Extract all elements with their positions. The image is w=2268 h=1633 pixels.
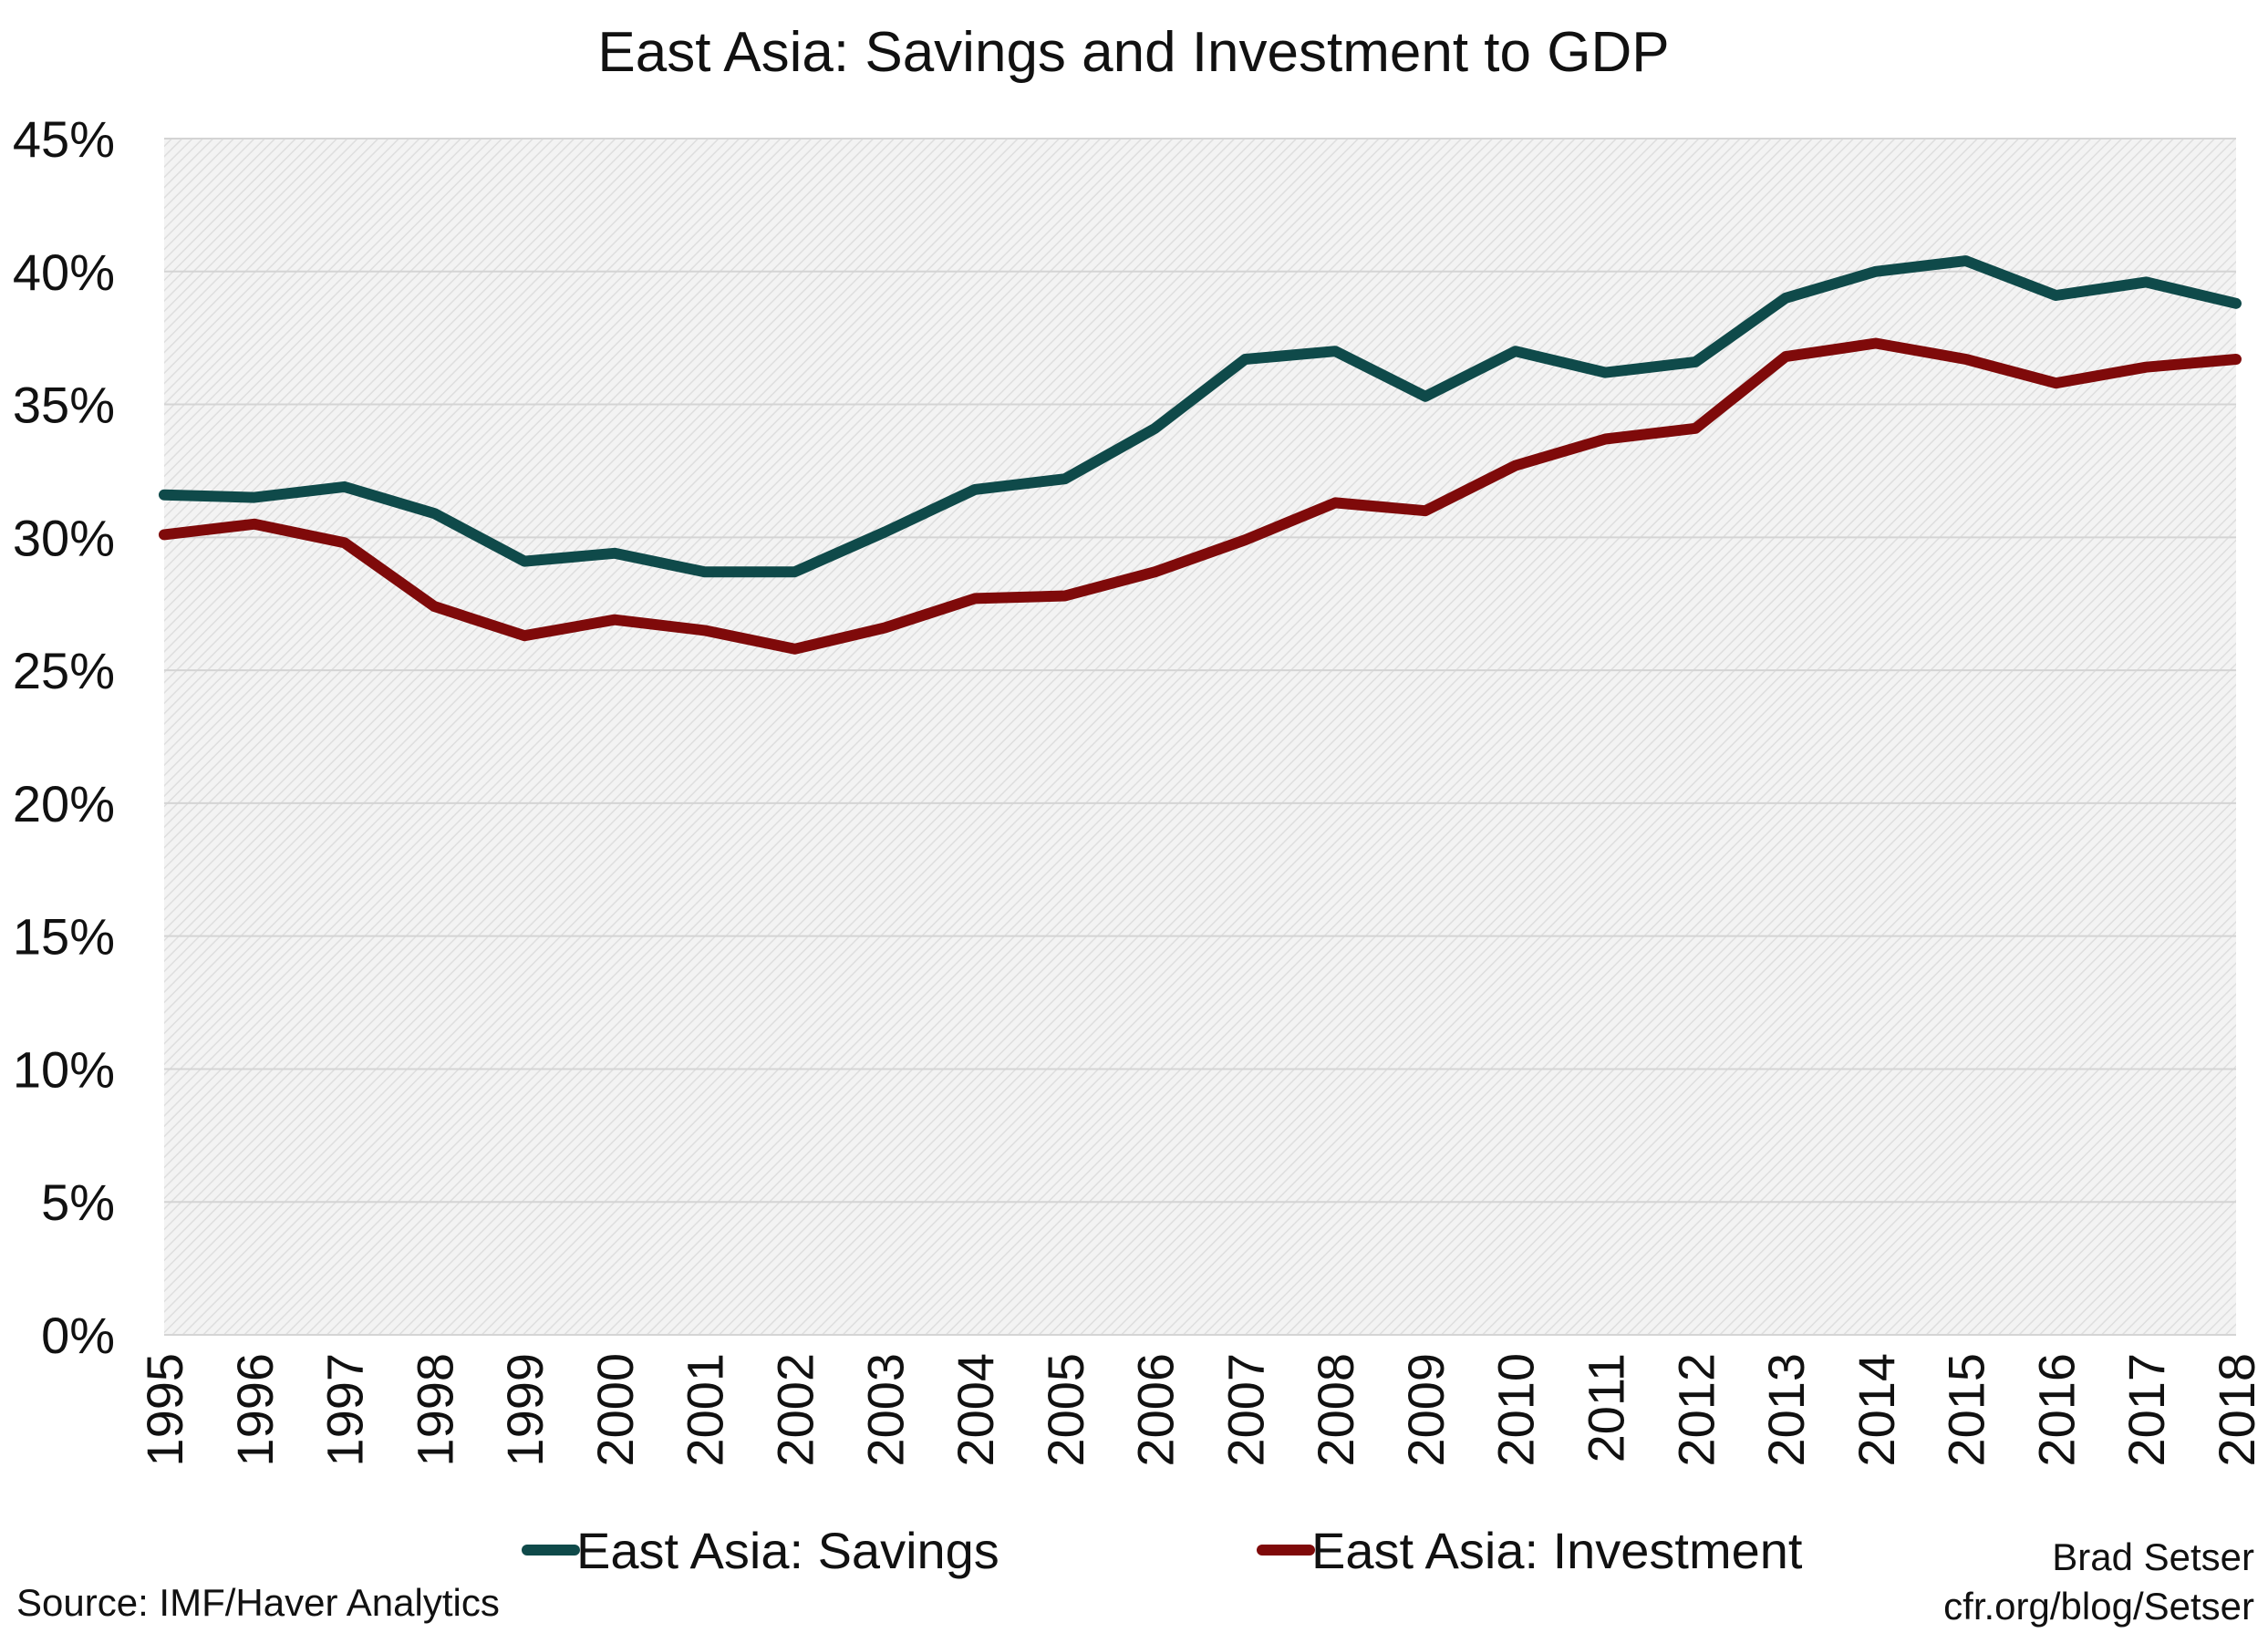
source-note: Source: IMF/Haver Analytics [16,1581,500,1624]
x-tick-label: 1999 [496,1353,554,1467]
y-tick-label: 0% [41,1307,115,1364]
x-axis-ticks: 1995 1996 1997 1998 1999 2000 2001 2002 2003 2004… [136,1353,2265,1467]
series-lines [159,255,2242,655]
legend-label: East Asia: Investment [1311,1522,1803,1579]
x-tick-label: 1995 [136,1353,193,1467]
x-tick-label: 1997 [316,1353,374,1467]
y-tick-label: 15% [13,908,115,966]
y-axis-ticks: 0% 5% 10% 15% 20% 25% 30% 35% 40% 45% [13,110,115,1364]
x-tick-label: 2014 [1848,1353,1905,1467]
x-tick-label: 1998 [406,1353,463,1467]
x-tick-label: 2007 [1217,1353,1274,1467]
x-tick-label: 2018 [2208,1353,2265,1467]
y-tick-label: 40% [13,243,115,301]
url-note: cfr.org/blog/Setser [1943,1585,2254,1628]
x-tick-label: 2004 [947,1353,1004,1467]
x-tick-label: 2012 [1667,1353,1724,1467]
x-tick-label: 2015 [1938,1353,1995,1467]
x-tick-label: 2000 [586,1353,644,1467]
legend-label: East Asia: Savings [576,1522,999,1579]
x-tick-label: 2011 [1578,1353,1635,1462]
chart-title: East Asia: Savings and Investment to GDP [597,21,1669,84]
x-tick-label: 2016 [2027,1353,2085,1467]
x-tick-label: 1996 [226,1353,284,1467]
y-tick-label: 25% [13,642,115,699]
x-tick-label: 2005 [1037,1353,1094,1467]
y-tick-label: 5% [41,1173,115,1231]
series-line-investment [159,337,2242,655]
legend: East Asia: Savings East Asia: Investment [522,1522,1803,1579]
plot-area [164,139,2236,1335]
y-tick-label: 10% [13,1040,115,1098]
y-tick-label: 30% [13,509,115,566]
x-tick-label: 2013 [1757,1353,1815,1467]
x-tick-label: 2002 [766,1353,823,1467]
author-note: Brad Setser [2052,1535,2254,1578]
y-tick-label: 45% [13,110,115,168]
x-tick-label: 2009 [1397,1353,1455,1467]
x-tick-label: 2010 [1487,1353,1545,1467]
x-tick-label: 2006 [1127,1353,1185,1467]
series-line-savings [159,255,2242,578]
x-tick-label: 2017 [2118,1353,2175,1467]
gridlines [164,138,2236,1336]
x-tick-label: 2001 [677,1353,734,1467]
x-tick-label: 2008 [1307,1353,1364,1467]
y-tick-label: 35% [13,377,115,434]
y-tick-label: 20% [13,775,115,832]
x-tick-label: 2003 [856,1353,914,1467]
